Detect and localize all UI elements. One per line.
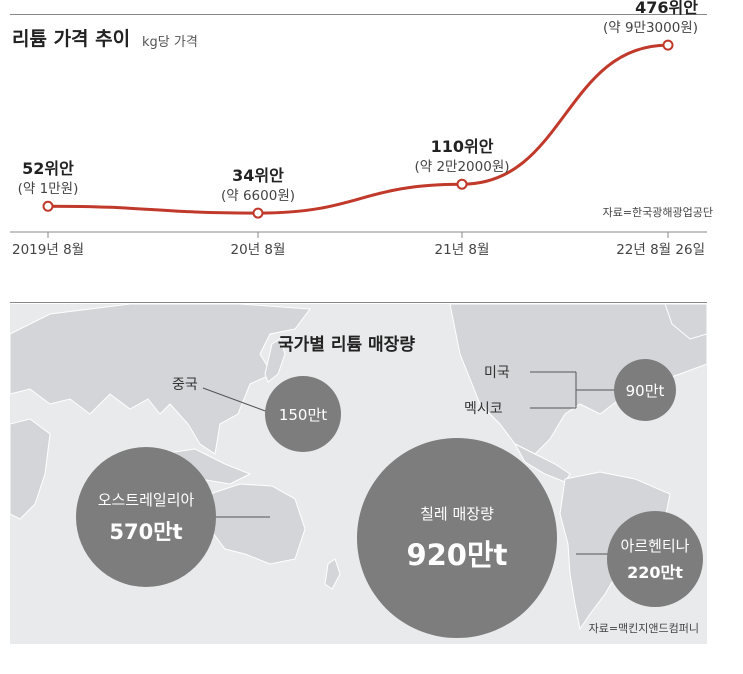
price-point [662,39,674,51]
australia-name: 오스트레일리아 [97,490,195,509]
price-point [42,200,54,212]
point-value-label: 476위안 [635,0,698,17]
x-tick-label: 2019년 8월 [12,242,84,258]
point-sub-label: (약 6600원) [221,188,295,204]
new-zealand-landmass [324,558,341,590]
point-value-label: 34위안 [232,166,284,185]
usa-label: 미국 [484,365,510,381]
price-point [252,207,264,219]
greenland-landmass [664,304,707,340]
australia-bubble: 오스트레일리아 570만t [76,447,216,587]
map-source: 자료=맥킨지앤드컴퍼니 [588,622,699,635]
argentina-value: 220만t [627,563,683,582]
map-title: 국가별 리튬 매장량 [278,335,415,355]
china-bubble: 150만t [265,376,341,452]
point-sub-label: (약 9만3000원) [603,20,698,36]
x-tick-label: 22년 8월 26일 [616,242,705,258]
us-mexico-bubble: 90만t [614,359,676,421]
top-rule [10,14,707,15]
x-tick-label: 21년 8월 [435,242,490,258]
point-value-label: 52위안 [22,159,74,178]
asia-landmass [10,304,311,455]
chile-name: 칠레 매장량 [420,504,494,523]
chart-unit: kg당 가격 [142,35,198,50]
price-source: 자료=한국광해광업공단 [602,206,713,219]
mexico-label: 멕시코 [464,401,503,417]
australia-landmass [209,483,306,565]
argentina-name: 아르헨티나 [620,537,690,555]
price-line [47,43,669,215]
point-sub-label: (약 1만원) [18,181,79,197]
china-leader [202,387,269,413]
us-mexico-value: 90만t [625,381,665,400]
price-point [456,178,468,190]
japan-landmass [264,338,286,383]
chile-value: 920만t [406,537,508,572]
x-tick-label: 20년 8월 [231,242,286,258]
price-line-chart: 2019년 8월 20년 8월 21년 8월 22년 8월 26일 52위안 (약 1만… [10,0,707,258]
australia-value: 570만t [109,519,183,544]
world-map: 국가별 리튬 매장량 중국 150만t 오스트레일리아 570만t 칠레 매장량… [10,304,707,644]
argentina-bubble: 아르헨티나 220만t [607,511,703,607]
china-label: 중국 [172,377,198,393]
mid-rule [10,302,707,303]
china-value: 150만t [278,405,328,424]
africa-landmass [10,418,51,520]
chart-title: 리튬 가격 추이 [12,28,131,50]
chile-bubble: 칠레 매장량 920만t [357,438,557,638]
point-sub-label: (약 2만2000원) [414,159,509,175]
north-america-landmass [449,304,707,455]
point-value-label: 110위안 [431,137,494,156]
